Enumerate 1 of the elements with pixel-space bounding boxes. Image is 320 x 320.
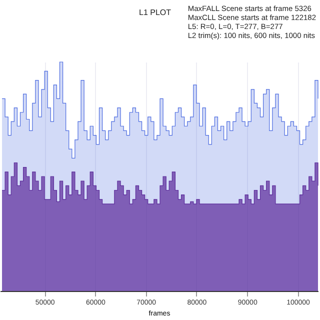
chart-title: L1 PLOT — [138, 8, 172, 17]
